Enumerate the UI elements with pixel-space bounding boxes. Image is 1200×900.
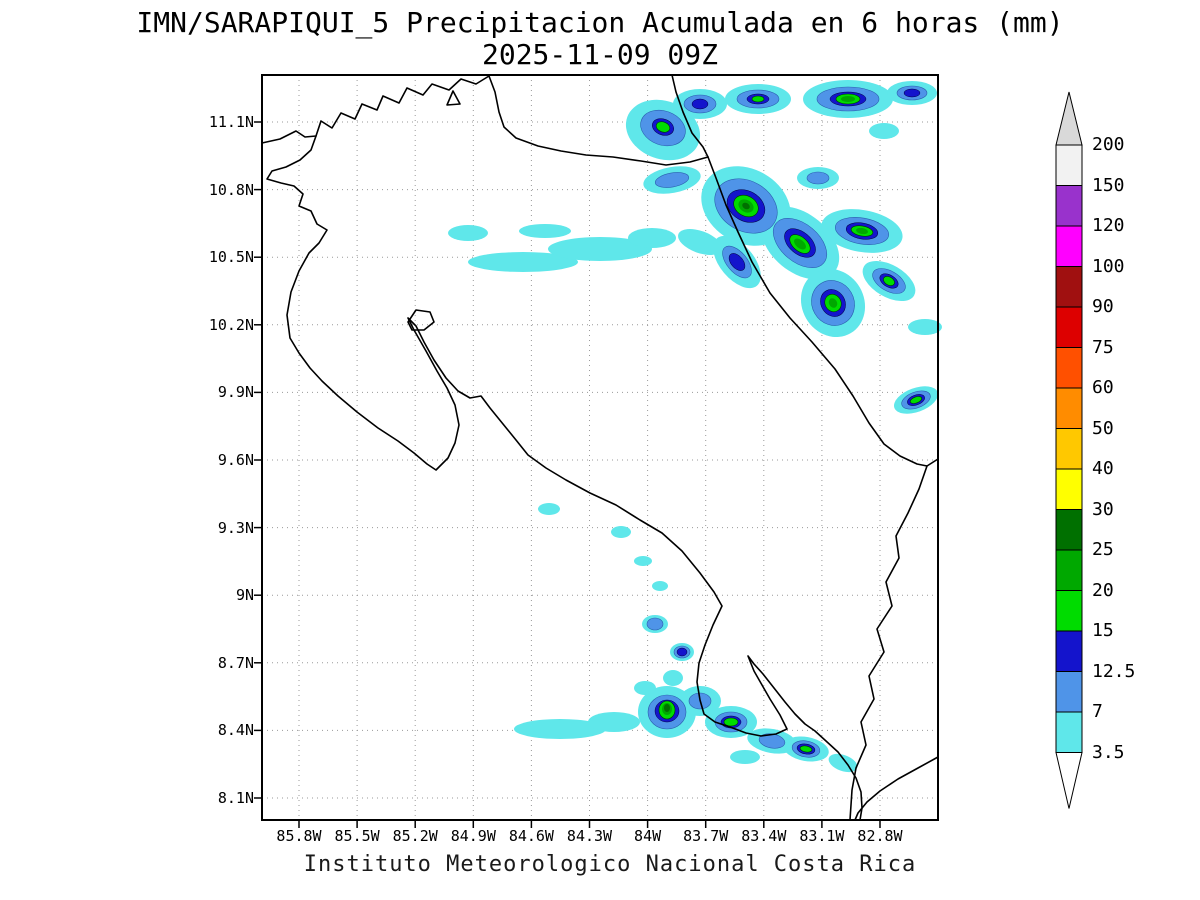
colorbar-cell <box>1055 225 1083 267</box>
precip-contour-blob <box>909 396 923 404</box>
credit-caption: Instituto Meteorologico Nacional Costa R… <box>303 852 917 877</box>
precip-contour-blob <box>663 670 683 686</box>
precipitation-shading <box>448 80 942 773</box>
small-island-outline <box>446 90 461 106</box>
colorbar-cell <box>1055 144 1083 186</box>
precip-contour-blob <box>538 503 560 515</box>
precip-contour-blob <box>634 681 656 695</box>
precip-contour-blob <box>806 171 830 185</box>
precip-contour-blob <box>856 227 868 235</box>
colorbar-cell <box>1055 630 1083 672</box>
precip-contour-blob <box>908 319 942 335</box>
colorbar-cell <box>1055 549 1083 591</box>
grid-lines <box>262 75 938 820</box>
colorbar-cell <box>1055 671 1083 713</box>
colorbar-cell <box>1055 185 1083 227</box>
precip-contour-blob <box>751 95 765 103</box>
costa-rica-coastline <box>261 74 939 821</box>
precip-level-20mm <box>662 96 868 715</box>
precip-contour-blob <box>869 123 899 139</box>
axis-tick-marks <box>254 121 881 828</box>
colorbar-cell <box>1055 590 1083 632</box>
precip-contour-blob <box>730 750 760 764</box>
chira-island-outline <box>407 309 435 331</box>
precip-contour-blob <box>799 745 813 753</box>
colorbar-cell <box>1055 387 1083 429</box>
precip-contour-blob <box>841 96 855 102</box>
precip-contour-blob <box>742 202 750 210</box>
precip-level-25mm <box>664 202 750 712</box>
precip-contour-blob <box>646 617 664 631</box>
colorbar-cell <box>1055 266 1083 308</box>
map-frame <box>261 74 939 821</box>
caribbean-coast-line <box>671 74 939 467</box>
precip-contour-blob <box>652 581 668 591</box>
precip-contour-blob <box>611 526 631 538</box>
colorbar-cell <box>1055 711 1083 753</box>
precip-contour-blob <box>519 224 571 238</box>
precip-contour-blob <box>794 238 806 250</box>
figure-title: IMN/SARAPIQUI_5 Precipitacion Acumulada … <box>136 6 1064 39</box>
precip-contour-blob <box>514 719 606 739</box>
precip-level-3.5mm <box>448 80 942 773</box>
colorbar-under-triangle <box>1055 752 1083 809</box>
colorbar-over-triangle <box>1055 91 1083 146</box>
panama-coast-line <box>854 756 939 821</box>
precip-contour-blob <box>828 298 838 308</box>
precip-contour-blob <box>655 121 671 133</box>
nicaragua-border-line <box>261 75 709 166</box>
figure-datetime: 2025-11-09 09Z <box>481 38 718 71</box>
precip-contour-blob <box>723 717 739 727</box>
precip-contour-blob <box>654 172 690 188</box>
precip-contour-blob <box>691 98 709 110</box>
precip-contour-blob <box>883 276 895 286</box>
colorbar-cell <box>1055 428 1083 470</box>
precip-contour-blob <box>728 253 746 271</box>
precip-contour-blob <box>678 229 722 255</box>
panama-border-line <box>849 465 928 821</box>
colorbar <box>1055 91 1083 809</box>
precip-contour-blob <box>634 556 652 566</box>
pacific-coast-line <box>266 135 863 821</box>
colorbar-cell <box>1055 509 1083 551</box>
precip-contour-blob <box>628 228 676 248</box>
colorbar-cell <box>1055 306 1083 348</box>
precip-contour-blob <box>676 647 688 657</box>
precip-contour-blob <box>664 704 670 712</box>
precip-contour-blob <box>468 252 578 272</box>
precip-contour-blob <box>588 712 640 732</box>
precip-contour-blob <box>903 88 921 98</box>
colorbar-cell <box>1055 468 1083 510</box>
precip-contour-blob <box>548 237 652 261</box>
colorbar-cell <box>1055 347 1083 389</box>
precip-contour-blob <box>448 225 488 241</box>
